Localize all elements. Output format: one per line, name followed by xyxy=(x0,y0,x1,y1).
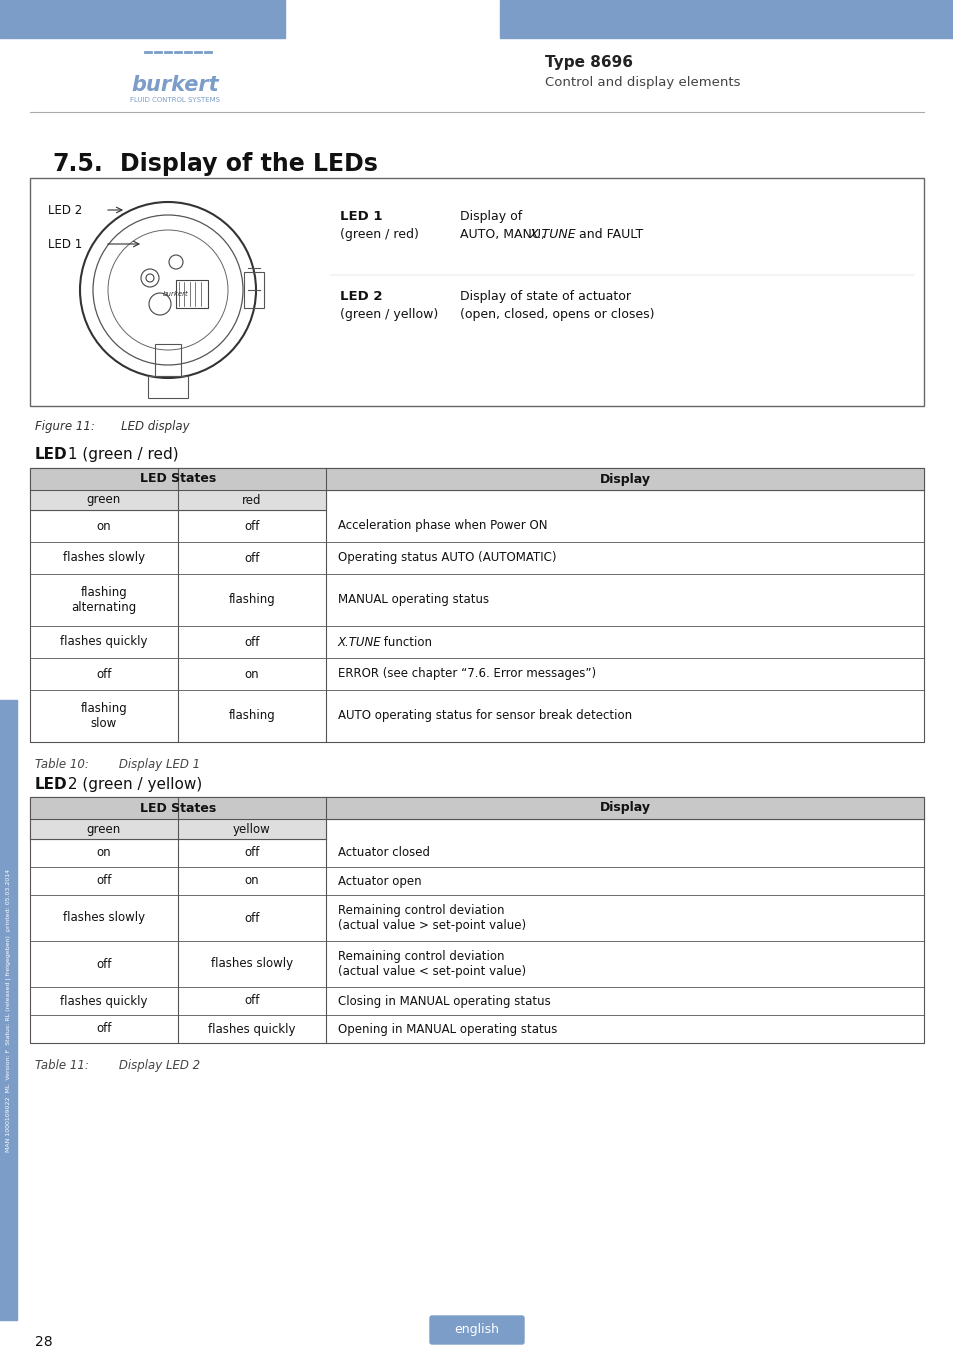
Text: on: on xyxy=(96,846,112,860)
Text: AUTO, MANU,: AUTO, MANU, xyxy=(459,228,548,242)
Text: Actuator closed: Actuator closed xyxy=(337,846,430,860)
Bar xyxy=(175,279,208,308)
FancyBboxPatch shape xyxy=(430,1316,523,1345)
Text: on: on xyxy=(96,520,112,532)
Bar xyxy=(0,701,17,1320)
Bar xyxy=(154,344,181,377)
Text: green: green xyxy=(87,494,121,506)
Text: flashing
alternating: flashing alternating xyxy=(71,586,136,614)
Text: off: off xyxy=(244,520,259,532)
Text: 28: 28 xyxy=(35,1335,52,1349)
Bar xyxy=(178,490,326,510)
Bar xyxy=(0,0,285,38)
Text: on: on xyxy=(244,875,259,887)
Text: red: red xyxy=(242,494,261,506)
Text: green: green xyxy=(87,822,121,836)
Bar xyxy=(244,271,264,308)
Text: Table 10:        Display LED 1: Table 10: Display LED 1 xyxy=(35,757,200,771)
Text: off: off xyxy=(244,552,259,564)
Text: LED 1: LED 1 xyxy=(48,238,82,251)
Text: Remaining control deviation
(actual value < set-point value): Remaining control deviation (actual valu… xyxy=(337,950,525,977)
Bar xyxy=(499,0,953,38)
Text: Acceleration phase when Power ON: Acceleration phase when Power ON xyxy=(337,520,547,532)
Bar xyxy=(178,819,326,838)
Text: burkert: burkert xyxy=(163,292,189,297)
Text: off: off xyxy=(244,911,259,925)
Text: Control and display elements: Control and display elements xyxy=(544,76,740,89)
Text: LED 2: LED 2 xyxy=(48,204,82,217)
Text: Actuator open: Actuator open xyxy=(337,875,421,887)
Text: LED States: LED States xyxy=(140,802,216,814)
Text: MANUAL operating status: MANUAL operating status xyxy=(337,594,489,606)
Text: LED 1: LED 1 xyxy=(339,211,382,223)
Bar xyxy=(148,377,188,398)
Text: off: off xyxy=(96,957,112,971)
Text: flashes quickly: flashes quickly xyxy=(60,636,148,648)
Bar xyxy=(30,490,178,510)
Text: Type 8696: Type 8696 xyxy=(544,55,633,70)
Text: Display of state of actuator: Display of state of actuator xyxy=(459,290,630,302)
Text: MAN 1000109022  ML  Version: F  Status: RL (released | freigegeben)  printed: 05: MAN 1000109022 ML Version: F Status: RL … xyxy=(6,868,10,1152)
Text: (green / red): (green / red) xyxy=(339,228,418,242)
Text: FLUID CONTROL SYSTEMS: FLUID CONTROL SYSTEMS xyxy=(130,97,220,103)
Text: (green / yellow): (green / yellow) xyxy=(339,308,437,321)
Text: AUTO operating status for sensor break detection: AUTO operating status for sensor break d… xyxy=(337,710,632,722)
Bar xyxy=(30,796,923,1044)
Bar xyxy=(30,468,923,490)
Text: on: on xyxy=(244,667,259,680)
Bar xyxy=(30,819,178,838)
Text: Figure 11:       LED display: Figure 11: LED display xyxy=(35,420,190,433)
Text: X.TUNE: X.TUNE xyxy=(337,636,381,648)
Text: function: function xyxy=(379,636,432,648)
Text: flashes slowly: flashes slowly xyxy=(211,957,293,971)
Text: Display of: Display of xyxy=(459,211,521,223)
Text: ERROR (see chapter “7.6. Error messages”): ERROR (see chapter “7.6. Error messages”… xyxy=(337,667,596,680)
Text: off: off xyxy=(244,636,259,648)
Text: off: off xyxy=(244,846,259,860)
Text: flashes quickly: flashes quickly xyxy=(60,995,148,1007)
Text: LED States: LED States xyxy=(140,472,216,486)
Text: Table 11:        Display LED 2: Table 11: Display LED 2 xyxy=(35,1058,200,1072)
Text: off: off xyxy=(244,995,259,1007)
Text: LED: LED xyxy=(35,447,68,462)
Text: (open, closed, opens or closes): (open, closed, opens or closes) xyxy=(459,308,654,321)
Text: and FAULT: and FAULT xyxy=(575,228,642,242)
Text: off: off xyxy=(96,667,112,680)
Text: off: off xyxy=(96,1022,112,1035)
Text: X.TUNE: X.TUNE xyxy=(530,228,576,242)
Text: flashing: flashing xyxy=(229,594,275,606)
Text: 7.5.: 7.5. xyxy=(52,153,103,176)
Text: Operating status AUTO (AUTOMATIC): Operating status AUTO (AUTOMATIC) xyxy=(337,552,556,564)
Bar xyxy=(30,796,923,819)
Text: Display: Display xyxy=(598,472,650,486)
Text: flashes slowly: flashes slowly xyxy=(63,552,145,564)
Text: english: english xyxy=(454,1323,499,1336)
Text: flashing: flashing xyxy=(229,710,275,722)
Text: LED: LED xyxy=(35,778,68,792)
Bar xyxy=(30,468,923,742)
Text: yellow: yellow xyxy=(233,822,271,836)
Text: LED 2: LED 2 xyxy=(339,290,382,302)
Text: 2 (green / yellow): 2 (green / yellow) xyxy=(63,778,202,792)
Bar xyxy=(30,178,923,406)
Text: flashes slowly: flashes slowly xyxy=(63,911,145,925)
Text: off: off xyxy=(96,875,112,887)
Text: Display: Display xyxy=(598,802,650,814)
Text: 1 (green / red): 1 (green / red) xyxy=(63,447,178,462)
Text: Display of the LEDs: Display of the LEDs xyxy=(120,153,377,176)
Text: flashing
slow: flashing slow xyxy=(81,702,128,730)
Text: Closing in MANUAL operating status: Closing in MANUAL operating status xyxy=(337,995,550,1007)
Text: burkert: burkert xyxy=(132,76,218,95)
Text: Remaining control deviation
(actual value > set-point value): Remaining control deviation (actual valu… xyxy=(337,904,525,931)
Text: Opening in MANUAL operating status: Opening in MANUAL operating status xyxy=(337,1022,557,1035)
Text: flashes quickly: flashes quickly xyxy=(208,1022,295,1035)
